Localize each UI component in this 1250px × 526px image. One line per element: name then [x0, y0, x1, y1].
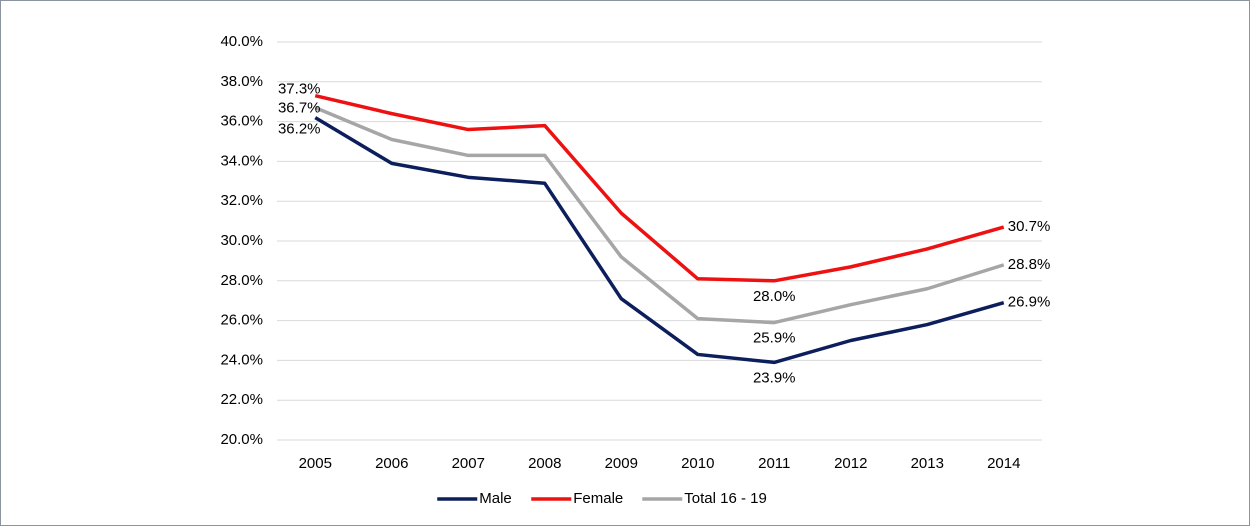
x-tick-label: 2011 [758, 455, 790, 472]
data-label: 28.0% [753, 288, 796, 305]
series-line [314, 106, 1005, 325]
x-tick-label: 2012 [834, 455, 867, 472]
x-tick-label: 2009 [605, 455, 638, 472]
x-tick-label: 2013 [911, 455, 944, 472]
x-tick-label: 2010 [681, 455, 714, 472]
legend-label: Total 16 - 19 [684, 490, 767, 507]
data-label: 28.8% [1008, 256, 1051, 273]
y-tick-label: 30.0% [220, 232, 263, 249]
y-tick-label: 22.0% [220, 391, 263, 408]
x-tick-label: 2008 [528, 455, 561, 472]
data-label: 37.3% [278, 81, 321, 98]
data-label: 23.9% [753, 369, 796, 386]
data-label: 30.7% [1008, 218, 1051, 235]
y-tick-label: 38.0% [220, 73, 263, 90]
y-tick-label: 24.0% [220, 351, 263, 368]
x-tick-label: 2007 [452, 455, 485, 472]
y-tick-label: 34.0% [220, 152, 263, 169]
data-label: 36.7% [278, 100, 321, 117]
y-tick-label: 20.0% [220, 431, 263, 448]
y-tick-label: 26.0% [220, 312, 263, 329]
x-tick-label: 2006 [375, 455, 408, 472]
series-line [314, 94, 1005, 283]
y-tick-label: 40.0% [220, 33, 263, 50]
x-tick-label: 2014 [987, 455, 1020, 472]
y-tick-label: 28.0% [220, 272, 263, 289]
series-line [314, 116, 1005, 365]
data-label: 25.9% [753, 330, 796, 347]
data-label: 26.9% [1008, 294, 1051, 311]
y-tick-label: 36.0% [220, 113, 263, 130]
y-tick-label: 32.0% [220, 192, 263, 209]
legend-label: Male [479, 490, 512, 507]
legend-label: Female [573, 490, 623, 507]
data-label: 36.2% [278, 121, 321, 138]
x-tick-label: 2005 [299, 455, 332, 472]
